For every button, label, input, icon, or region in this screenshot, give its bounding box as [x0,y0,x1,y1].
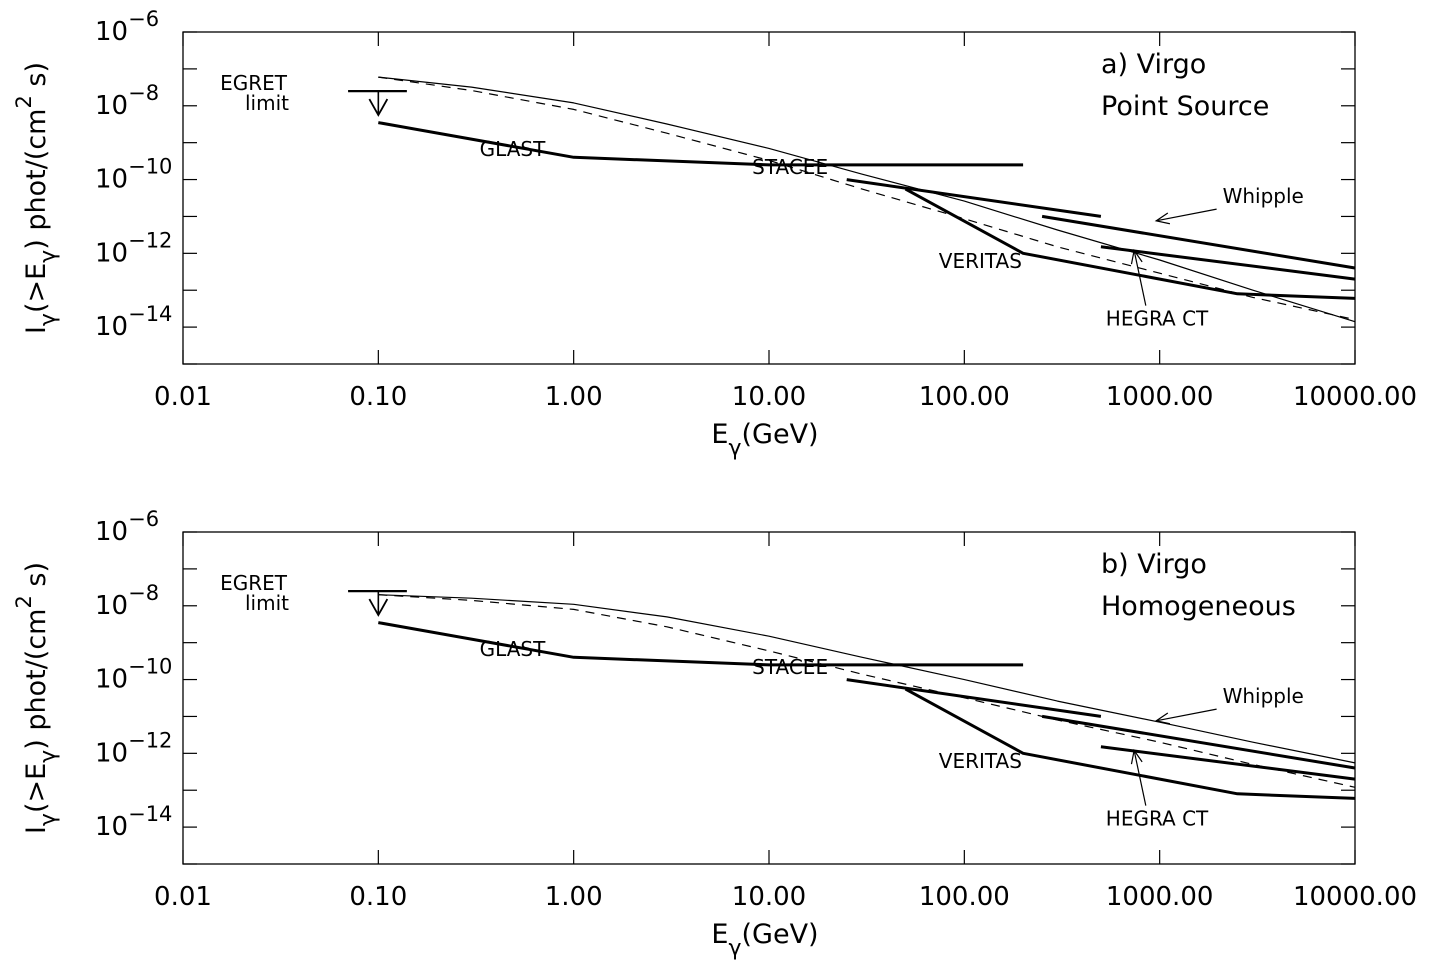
annotation-arrow [1156,708,1217,722]
panel-subtitle: Homogeneous [1101,591,1296,622]
x-tick-label: 100.00 [919,882,1010,912]
series-line-model-dashed [378,594,1356,788]
panel-subtitle: Point Source [1101,91,1269,122]
y-tick-label: 10−8 [95,81,159,121]
x-tick-label: 1000.00 [1106,382,1214,412]
egret-label-limit: limit [245,91,289,115]
x-tick-label: 100.00 [919,382,1010,412]
y-tick-label: 10−10 [95,655,172,695]
annotation-arrow [1133,750,1147,806]
series-line-hegra-ct [1100,245,1356,281]
annotation-stacee: STACEE [752,655,828,679]
series-line-stacee [846,178,1102,218]
series-line-model-solid [378,76,1356,323]
y-tick-label: 10−14 [95,802,172,842]
panel-a: 0.01 0.10 1.00 10.00 100.00 1000.00 10000.00 10… [12,7,1417,461]
x-tick-label: 1.00 [545,382,603,412]
annotation-hegra-ct: HEGRA CT [1106,307,1209,331]
series-line-model-dashed [378,76,1356,321]
annotation-whipple: Whipple [1223,184,1304,208]
annotation-arrow-head [1154,212,1171,225]
panel-label: b) Virgo [1101,549,1207,580]
x-axis-title: Eγ(GeV) [711,419,818,461]
egret-limit-arrow-head [368,98,389,117]
series-line-glast [378,121,1024,167]
y-tick-label: 10−8 [95,581,159,621]
annotation-arrow-head [1130,248,1143,265]
annotation-arrow [1133,250,1147,306]
x-tick-label: 10.00 [732,382,806,412]
y-tick-label: 10−12 [95,728,172,768]
x-axis-title: Eγ(GeV) [711,919,818,961]
panel-label: a) Virgo [1101,49,1206,80]
x-tick-label: 1000.00 [1106,882,1214,912]
egret-limit-arrow-head [368,598,389,617]
y-tick-label: 10−6 [95,7,159,47]
annotation-arrow-head [1130,748,1143,765]
egret-label: EGRET [220,571,288,595]
series-line-hegra-ct [1100,745,1356,781]
series-line-whipple [1041,714,1356,770]
series-line-glast [378,621,1024,667]
annotation-glast: GLAST [480,137,546,161]
x-tick-label: 1.00 [545,882,603,912]
annotation-whipple: Whipple [1223,684,1304,708]
annotation-glast: GLAST [480,637,546,661]
series-line-model-solid [378,594,1356,764]
x-tick-label: 0.01 [154,882,212,912]
y-tick-label: 10−12 [95,228,172,268]
annotation-arrow [1156,208,1217,222]
annotation-veritas: VERITAS [939,249,1022,273]
x-tick-label: 10000.00 [1293,882,1417,912]
x-tick-label: 0.10 [349,382,407,412]
x-tick-label: 10.00 [732,882,806,912]
series-line-whipple [1041,214,1356,270]
series-line-veritas [904,687,1356,800]
egret-label: EGRET [220,71,288,95]
x-tick-label: 0.10 [349,882,407,912]
x-tick-label: 0.01 [154,382,212,412]
egret-label-limit: limit [245,591,289,615]
annotation-arrow-head [1154,712,1171,725]
panel-b: 0.01 0.10 1.00 10.00 100.00 1000.00 10000.00 10… [12,507,1417,961]
series-line-stacee [846,678,1102,718]
y-axis-title: Iγ(>Eγ) phot/(cm2 s) [12,562,61,834]
y-tick-label: 10−10 [95,155,172,195]
annotation-hegra-ct: HEGRA CT [1106,807,1209,831]
y-tick-label: 10−6 [95,507,159,547]
annotation-stacee: STACEE [752,155,828,179]
y-tick-label: 10−14 [95,302,172,342]
x-tick-label: 10000.00 [1293,382,1417,412]
y-axis-title: Iγ(>Eγ) phot/(cm2 s) [12,62,61,334]
series-line-veritas [904,187,1356,300]
annotation-veritas: VERITAS [939,749,1022,773]
